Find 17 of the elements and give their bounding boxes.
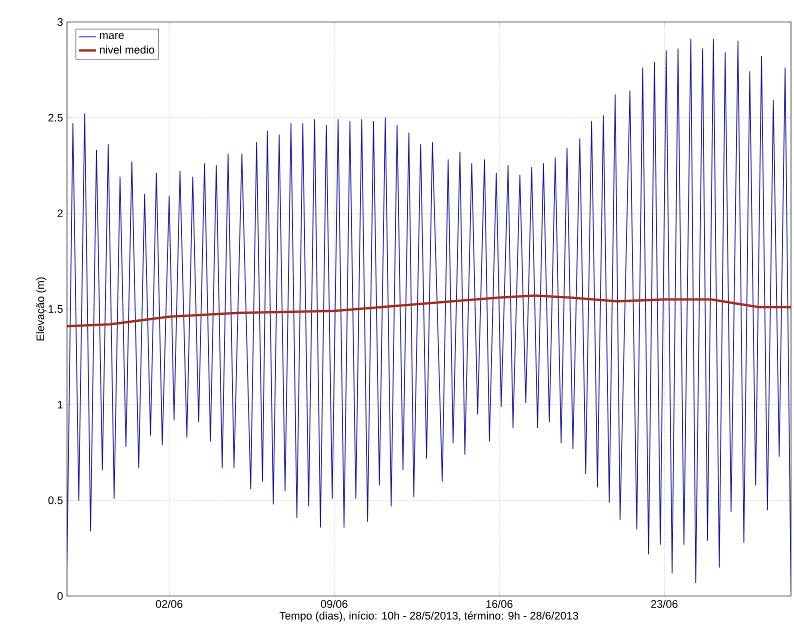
legend-label: nivel medio — [100, 46, 154, 54]
line-series — [67, 294, 792, 328]
x-tick-label: 23/06 — [651, 600, 678, 608]
y-tick-label: 0.5 — [48, 496, 63, 504]
y-tick-label: 1 — [58, 400, 63, 408]
y-axis-title: Elevação (m) — [36, 277, 46, 340]
y-tick-label: 1.5 — [48, 305, 63, 313]
line-series — [67, 38, 792, 593]
x-tick-label: 02/06 — [156, 600, 182, 608]
x-tick-label: 16/06 — [486, 600, 512, 608]
legend-label: mare — [100, 33, 124, 40]
y-tick-label: 0 — [57, 592, 63, 600]
y-tick-label: 3 — [57, 18, 63, 26]
x-axis-title: Tempo (dias), início: 10h - 28/5/2013, término: 9h - 28/6/2013 — [280, 611, 578, 622]
y-tick-label: 2 — [58, 210, 63, 218]
y-tick-label: 2.5 — [48, 114, 63, 122]
x-tick-label: 09/06 — [320, 600, 348, 608]
